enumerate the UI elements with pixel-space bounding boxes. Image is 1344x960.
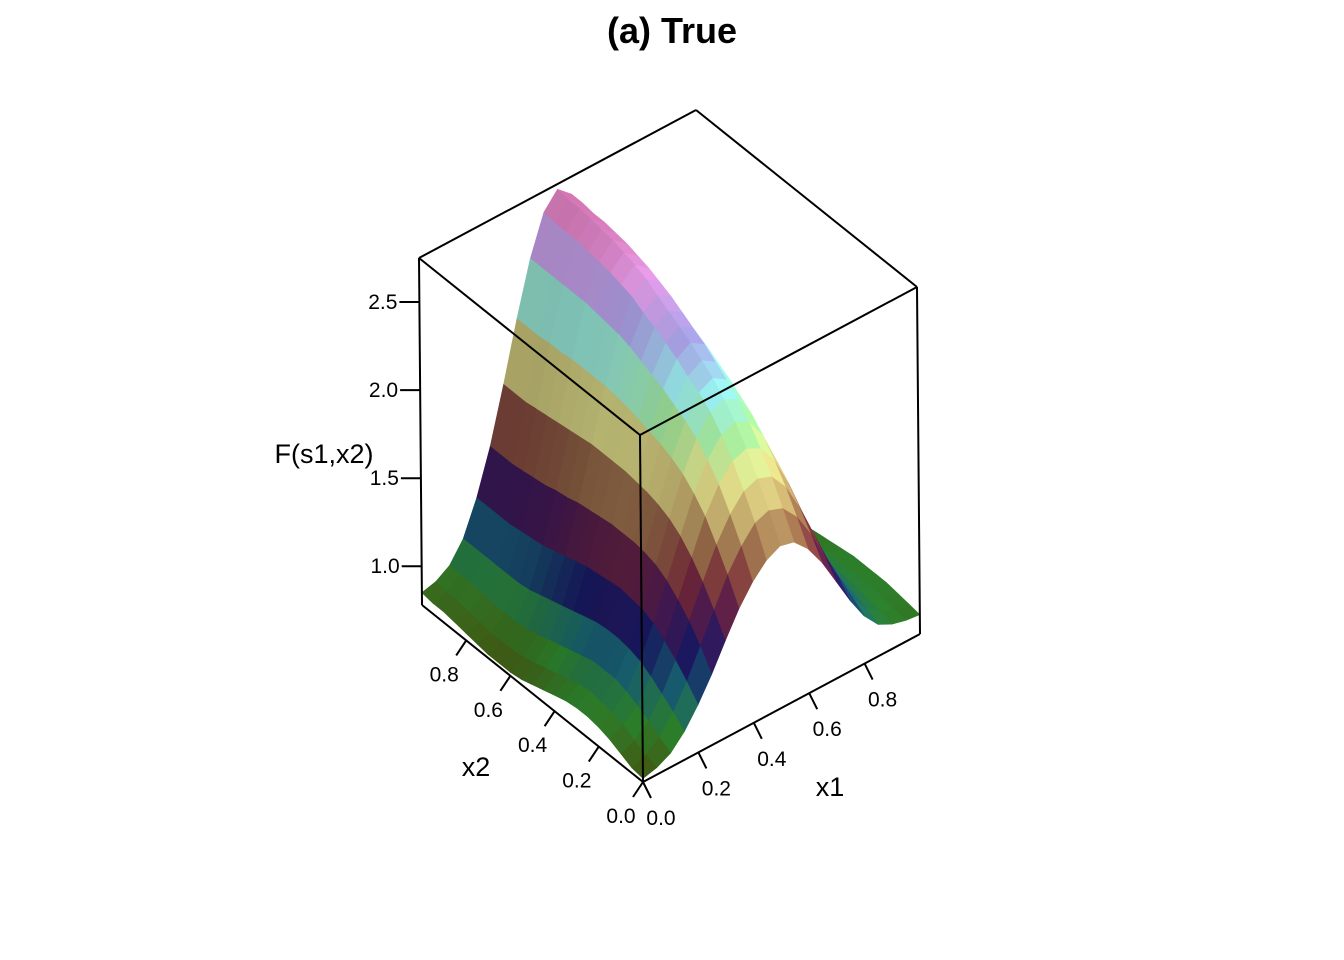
x-tick-label: 0.0 — [646, 807, 675, 830]
y-tick — [543, 710, 556, 727]
box-edge-vertical-right — [916, 286, 921, 635]
chart-title: (a) True — [606, 10, 738, 51]
x-tick-label: 0.8 — [868, 689, 897, 712]
x-tick — [642, 781, 652, 799]
box-edge-top-back-right — [695, 109, 918, 288]
bounding-box — [418, 109, 921, 783]
box-edge-vertical-left — [418, 257, 423, 606]
z-tick-label: 2.0 — [369, 379, 398, 402]
z-tick-label: 1.0 — [370, 555, 399, 578]
x-tick-label: 0.2 — [702, 777, 731, 800]
y-tick — [455, 639, 468, 656]
box-edge-x2-floor — [421, 604, 644, 783]
box-edge-top-front-left — [418, 257, 641, 436]
y-axis-title: x2 — [462, 752, 491, 782]
x-axis-title: x1 — [816, 772, 845, 802]
y-tick-label: 0.8 — [430, 663, 459, 686]
z-tick-label: 2.5 — [368, 291, 397, 314]
box-edge-top-front-right — [639, 286, 918, 436]
x-tick — [752, 722, 763, 740]
z-axis-title: F(s1,x2) — [274, 439, 373, 469]
axis-ticks: 0.0 0.2 0.4 0.6 0.8 0.0 0.2 0.4 0.6 0.8 1.0 1.5 2.0 2… — [368, 291, 897, 830]
x-tick — [863, 663, 874, 681]
box-edge-top-back-left — [418, 109, 697, 259]
y-tick-label: 0.2 — [562, 770, 591, 793]
x-tick — [697, 751, 708, 769]
x-tick — [808, 692, 819, 710]
x-tick-label: 0.4 — [757, 748, 787, 771]
y-tick-label: 0.4 — [518, 734, 548, 757]
y-tick — [632, 781, 644, 798]
y-tick-label: 0.0 — [606, 805, 635, 828]
x-tick-label: 0.6 — [813, 718, 842, 741]
surface-facet — [631, 754, 658, 779]
box-edge-x1-floor — [642, 633, 921, 783]
z-tick-label: 1.5 — [370, 467, 399, 490]
y-tick — [587, 746, 600, 763]
y-tick-label: 0.6 — [474, 699, 503, 722]
y-tick — [499, 675, 512, 692]
surface-mesh — [421, 188, 921, 779]
box-edge-vertical-front — [639, 434, 644, 783]
